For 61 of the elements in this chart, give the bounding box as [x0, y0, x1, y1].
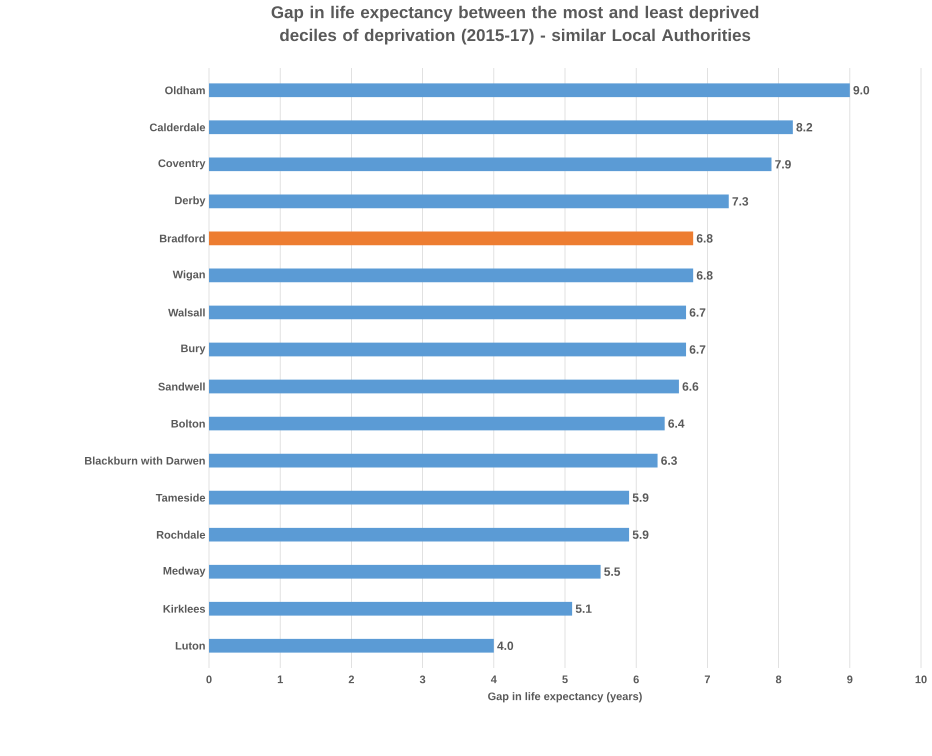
x-tick-label: 10 [916, 676, 927, 684]
y-tick-label: Bradford [160, 234, 205, 242]
data-label: 6.7 [690, 345, 706, 354]
y-tick-label: Tameside [156, 494, 206, 502]
data-label: 6.4 [668, 419, 684, 428]
y-tick-label: Bolton [172, 420, 205, 428]
bar [209, 157, 772, 172]
data-label: 5.9 [632, 530, 648, 539]
data-label: 7.9 [775, 160, 791, 169]
data-label: 6.3 [661, 456, 677, 465]
y-tick-label: Blackburn with Darwen [85, 456, 205, 465]
x-tick-label: 3 [420, 676, 426, 684]
data-label: 6.6 [682, 382, 698, 391]
data-label: 7.3 [732, 197, 748, 206]
bar [209, 306, 686, 320]
data-label: 4.0 [497, 642, 514, 650]
data-label: 6.8 [696, 271, 713, 280]
x-tick-label: 0 [206, 676, 212, 684]
x-tick-label: 6 [634, 676, 639, 684]
data-label: 6.8 [696, 234, 713, 243]
bar [209, 564, 601, 579]
y-tick-label: Wigan [172, 270, 205, 281]
bar [209, 194, 729, 208]
y-tick-label: Medway [164, 566, 206, 577]
y-tick-label: Oldham [165, 86, 205, 94]
y-tick-label: Calderdale [150, 123, 206, 132]
x-tick-label: 8 [776, 676, 782, 684]
bar [209, 454, 658, 468]
bar [209, 490, 630, 504]
bar [209, 602, 572, 616]
bar [209, 268, 694, 282]
data-label: 5.5 [604, 568, 620, 576]
y-tick-label: Bury [181, 344, 206, 354]
bar [209, 638, 494, 653]
bar [209, 342, 686, 356]
y-tick-label: Luton [176, 642, 205, 650]
data-label: 8.2 [796, 123, 812, 132]
x-tick-label: 9 [847, 676, 852, 684]
x-axis-title: Gap in life expectancy (years) [488, 692, 642, 702]
x-tick-label: 1 [278, 676, 283, 684]
data-label: 5.1 [576, 604, 592, 613]
x-tick-label: 7 [704, 676, 710, 684]
data-label: 9.0 [853, 86, 870, 94]
y-tick-label: Walsall [168, 308, 205, 316]
y-tick-label: Coventry [158, 159, 206, 170]
data-label: 6.7 [690, 308, 706, 317]
y-tick-label: Rochdale [156, 530, 206, 539]
bar [209, 120, 793, 134]
y-tick-label: Kirklees [164, 604, 206, 613]
x-tick-label: 2 [348, 676, 354, 684]
bar [209, 380, 679, 394]
data-label: 5.9 [632, 493, 648, 502]
bar [209, 232, 694, 246]
y-tick-label: Derby [175, 196, 206, 206]
chart-title: Gap in life expectancy between the most and least deprived deciles of deprivation (2015-17) - similar Local Authorities [272, 6, 758, 45]
bar [209, 416, 665, 430]
bar [209, 83, 850, 98]
x-tick-label: 4 [490, 676, 497, 684]
y-tick-label: Sandwell [158, 382, 205, 391]
x-tick-label: 5 [562, 676, 568, 684]
bar [209, 528, 630, 542]
